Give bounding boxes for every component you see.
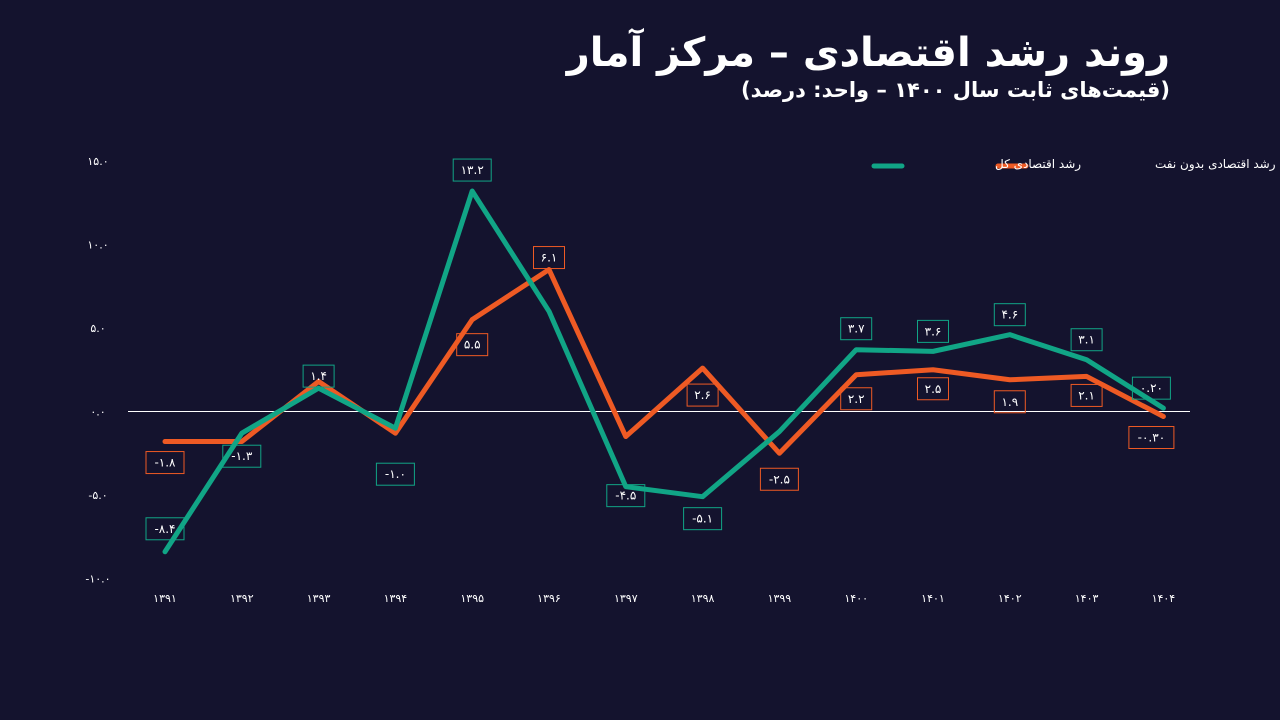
data-label: ۲.۶ (694, 388, 711, 402)
data-label-box (302, 364, 335, 388)
chart-title: روند رشد اقتصادی – مرکز آمار (566, 30, 1170, 76)
data-label-box (686, 383, 719, 407)
legend: رشد اقتصادی بدون نفت رشد اقتصادی کل (871, 157, 1276, 172)
series-lines (162, 188, 1166, 555)
legend-label: رشد اقتصادی کل (995, 157, 1081, 172)
data-label-box (456, 333, 489, 357)
x-tick-label: ۱۳۹۹ (768, 592, 792, 605)
data-label: -۱.۰ (385, 467, 406, 481)
y-tick-label: -۵.۰ (88, 489, 107, 502)
data-label: ۳.۶ (925, 324, 942, 338)
x-tick-label: ۱۴۰۰ (844, 592, 868, 605)
x-tick-label: ۱۳۹۴ (384, 592, 408, 605)
data-label-box (993, 390, 1026, 414)
data-label: ۱۳.۲ (461, 163, 484, 177)
data-label: -۵.۱ (692, 512, 713, 526)
data-label-box (993, 303, 1026, 327)
data-label-box (375, 462, 415, 486)
y-axis: ۱۵.۰ ۱۰.۰ ۵.۰ ۰.۰ -۵.۰ -۱۰.۰ (85, 155, 110, 586)
x-tick-label: ۱۳۹۵ (460, 592, 484, 605)
data-label: -۸.۴ (154, 522, 175, 536)
data-label: -۱.۳ (231, 449, 253, 463)
data-label: ۶.۱ (541, 251, 558, 265)
data-label-box (145, 451, 185, 475)
data-label: -۴.۵ (615, 489, 636, 503)
data-label-box (840, 317, 873, 341)
data-label-box (917, 377, 949, 401)
data-label: -۱.۸ (154, 456, 176, 470)
data-label-box (1070, 328, 1103, 352)
y-tick-label: -۱۰.۰ (85, 573, 110, 586)
x-tick-label: ۱۳۹۶ (537, 592, 561, 605)
x-tick-label: ۱۳۹۸ (691, 592, 715, 605)
data-label-box (840, 387, 873, 411)
x-tick-label: ۱۳۹۱ (153, 592, 177, 605)
data-label-box (1128, 426, 1175, 450)
data-label: ۳.۱ (1078, 333, 1095, 347)
data-label-box (452, 158, 492, 182)
x-tick-label: ۱۴۰۲ (998, 592, 1022, 605)
data-label-box (1131, 376, 1171, 400)
data-label: -۲.۵ (769, 472, 790, 486)
x-tick-label: ۱۳۹۲ (230, 592, 254, 605)
legend-label: رشد اقتصادی بدون نفت (1155, 157, 1276, 172)
y-tick-label: ۱۵.۰ (87, 155, 108, 168)
data-label-box (917, 319, 949, 343)
x-tick-label: ۱۴۰۳ (1075, 592, 1099, 605)
data-label-box (606, 484, 646, 508)
data-labels: -۸.۴ -۱.۳ ۱.۴ -۱.۰ ۱۳.۲ -۴.۵ -۵.۱ ۳.۷ ۳.۶ ۴.۶ ۳.۱ ۰… (145, 158, 1175, 541)
x-tick-label: ۱۴۰۴ (1152, 592, 1176, 605)
data-label-box (1070, 383, 1103, 407)
data-label: ۲.۱ (1078, 388, 1095, 402)
data-label: ۵.۵ (464, 338, 481, 352)
data-label: -۰.۳۰ (1138, 431, 1165, 445)
series-line-0 (162, 188, 1166, 555)
x-axis: ۱۳۹۱ ۱۳۹۲ ۱۳۹۳ ۱۳۹۴ ۱۳۹۵ ۱۳۹۶ ۱۳۹۷ ۱۳۹۸ ۱۳۹۹ ۱۴۰۰… (153, 592, 1175, 605)
x-tick-label: ۱۴۰۱ (921, 592, 945, 605)
data-label-box (145, 517, 185, 541)
data-label-box (683, 507, 723, 531)
y-tick-label: ۱۰.۰ (87, 239, 108, 252)
data-label: ۴.۶ (1001, 308, 1018, 322)
data-label-box (759, 467, 799, 491)
data-label: ۰.۲۰ (1140, 381, 1163, 395)
x-tick-label: ۱۳۹۷ (614, 592, 638, 605)
data-label: ۳.۷ (848, 322, 865, 336)
data-label: ۲.۲ (848, 392, 865, 406)
y-tick-label: ۰.۰ (90, 406, 105, 419)
series-line-1 (162, 267, 1166, 456)
data-label: ۲.۵ (925, 382, 942, 396)
data-label-box (222, 444, 262, 468)
data-label: ۱.۴ (310, 369, 327, 383)
data-label: ۱.۹ (1001, 395, 1018, 409)
data-label-box (533, 246, 565, 270)
x-tick-label: ۱۳۹۳ (307, 592, 331, 605)
chart-subtitle: (قیمت‌های ثابت سال ۱۴۰۰ – واحد: درصد) (740, 78, 1170, 102)
y-tick-label: ۵.۰ (90, 322, 105, 335)
